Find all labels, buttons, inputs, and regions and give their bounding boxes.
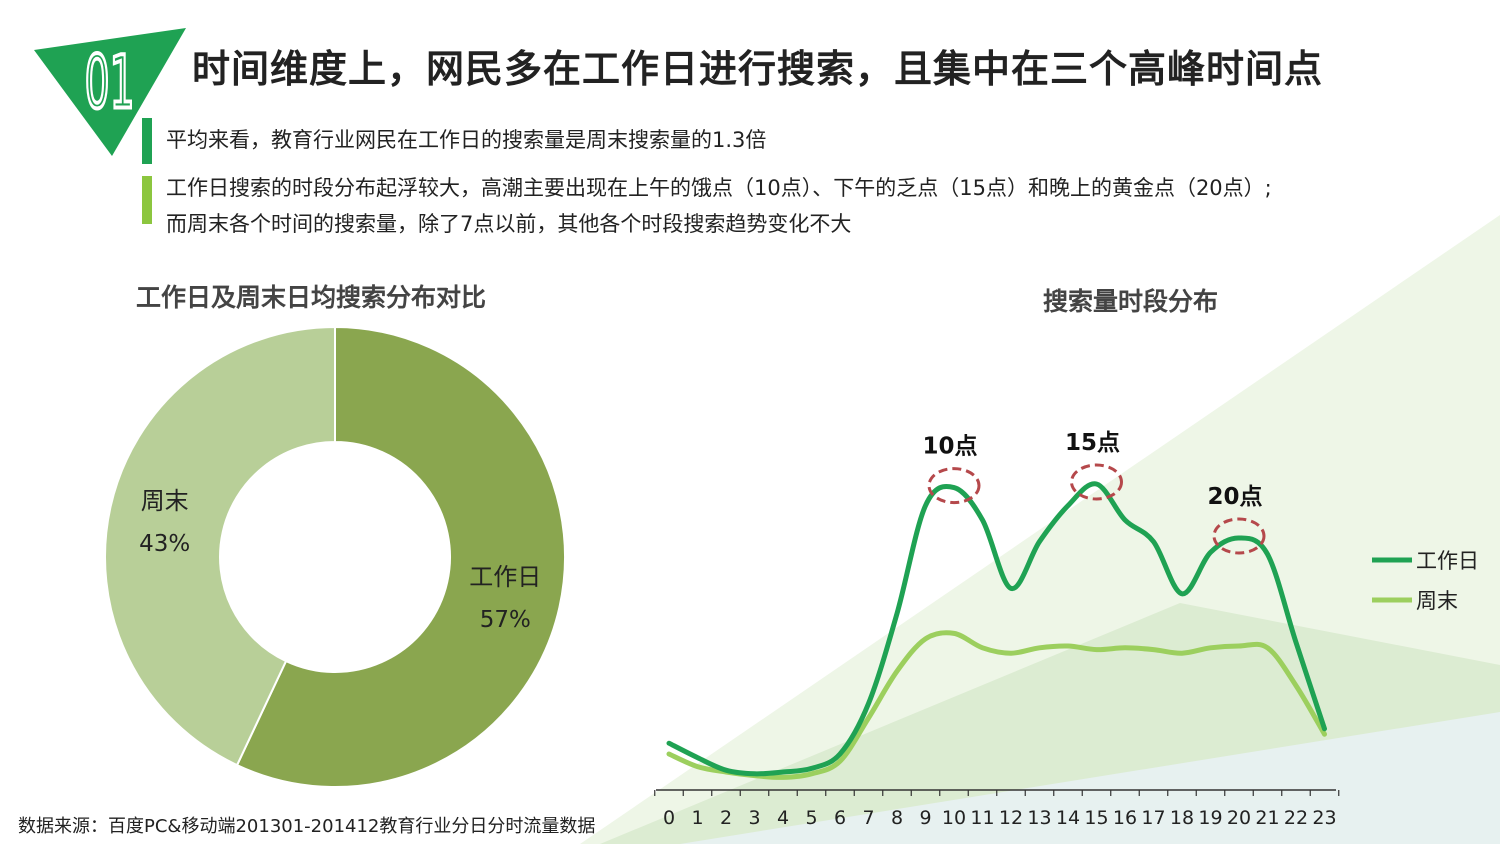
series-line-workday (666, 481, 1327, 777)
bullet-text-2: 工作日搜索的时段分布起浮较大，高潮主要出现在上午的饿点（10点）、下午的乏点（1… (166, 176, 1272, 200)
bullet-marker-dark (142, 118, 152, 164)
bullet-marker-light (142, 176, 152, 224)
x-tick-label-18: 18 (1170, 807, 1194, 829)
x-tick-label-4: 4 (777, 807, 789, 829)
x-tick-label-2: 2 (720, 807, 732, 829)
x-tick-label-23: 23 (1312, 807, 1336, 829)
legend-label-0: 工作日 (1416, 549, 1479, 573)
x-tick-label-14: 14 (1056, 807, 1080, 829)
x-tick-label-16: 16 (1113, 807, 1137, 829)
peak-label-10: 10点 (922, 434, 977, 460)
peak-label-20: 20点 (1207, 484, 1262, 510)
bullet-text-3: 而周末各个时间的搜索量，除了7点以前，其他各个时段搜索趋势变化不大 (166, 212, 852, 236)
x-tick-label-17: 17 (1141, 807, 1165, 829)
donut-chart-title: 工作日及周末日均搜索分布对比 (136, 283, 487, 312)
line-chart: 0 1 2 3 4 5 6 7 8 9 10 11 12 13 14 15 16 17 18 19 20 21 22 2310… (654, 430, 1479, 829)
donut-label-0: 工作日 (469, 563, 541, 591)
donut-slice-workday (235, 325, 566, 788)
x-tick-label-7: 7 (862, 807, 874, 829)
donut-slice-weekend (104, 325, 336, 767)
x-tick-label-9: 9 (919, 807, 931, 829)
bullet-text-1: 平均来看，教育行业网民在工作日的搜索量是周末搜索量的1.3倍 (166, 128, 767, 152)
data-source-note: 数据来源：百度PC&移动端201301-201412教育行业分日分时流量数据 (18, 816, 596, 837)
x-tick-label-10: 10 (942, 807, 966, 829)
donut-chart: 工作日 57% 周末 43% (104, 325, 566, 788)
peak-label-15: 15点 (1065, 430, 1120, 456)
x-tick-label-15: 15 (1084, 807, 1108, 829)
peak-circle-20 (1212, 517, 1266, 555)
legend-label-1: 周末 (1416, 589, 1458, 613)
peak-circle-15 (1070, 463, 1123, 501)
series-line-weekend (666, 630, 1327, 780)
section-badge: 01 (34, 28, 186, 156)
x-tick-label-21: 21 (1255, 807, 1279, 829)
x-tick-label-13: 13 (1027, 807, 1051, 829)
x-tick-label-5: 5 (805, 807, 817, 829)
donut-value-0: 57% (480, 607, 531, 633)
donut-label-1: 周末 (141, 487, 189, 515)
x-tick-label-20: 20 (1227, 807, 1251, 829)
peak-circle-10 (927, 467, 981, 505)
line-chart-title: 搜索量时段分布 (1043, 287, 1219, 316)
x-tick-label-3: 3 (748, 807, 760, 829)
x-tick-label-12: 12 (999, 807, 1023, 829)
page-title: 时间维度上，网民多在工作日进行搜索，且集中在三个高峰时间点 (192, 47, 1324, 91)
x-tick-label-19: 19 (1198, 807, 1222, 829)
x-tick-label-6: 6 (834, 807, 846, 829)
badge-number: 01 (85, 40, 135, 125)
x-tick-label-22: 22 (1284, 807, 1308, 829)
x-tick-label-0: 0 (663, 807, 675, 829)
x-tick-label-8: 8 (891, 807, 903, 829)
x-tick-label-11: 11 (970, 807, 994, 829)
donut-value-1: 43% (139, 531, 190, 557)
x-tick-label-1: 1 (691, 807, 703, 829)
